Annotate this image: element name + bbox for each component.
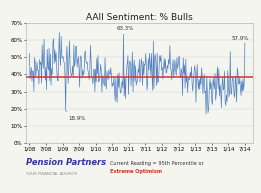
Text: 18.9%: 18.9% (66, 111, 86, 121)
Text: Current Reading = 95th Percentile or: Current Reading = 95th Percentile or (110, 161, 203, 166)
Text: YOUR FINANCIAL ADVISOR: YOUR FINANCIAL ADVISOR (26, 172, 77, 176)
Title: AAII Sentiment: % Bulls: AAII Sentiment: % Bulls (86, 13, 193, 22)
Text: 57.9%: 57.9% (232, 36, 249, 44)
Text: 63.3%: 63.3% (117, 26, 134, 35)
Text: Pension Partners: Pension Partners (26, 158, 106, 167)
Text: Extreme Optimism: Extreme Optimism (110, 169, 162, 174)
